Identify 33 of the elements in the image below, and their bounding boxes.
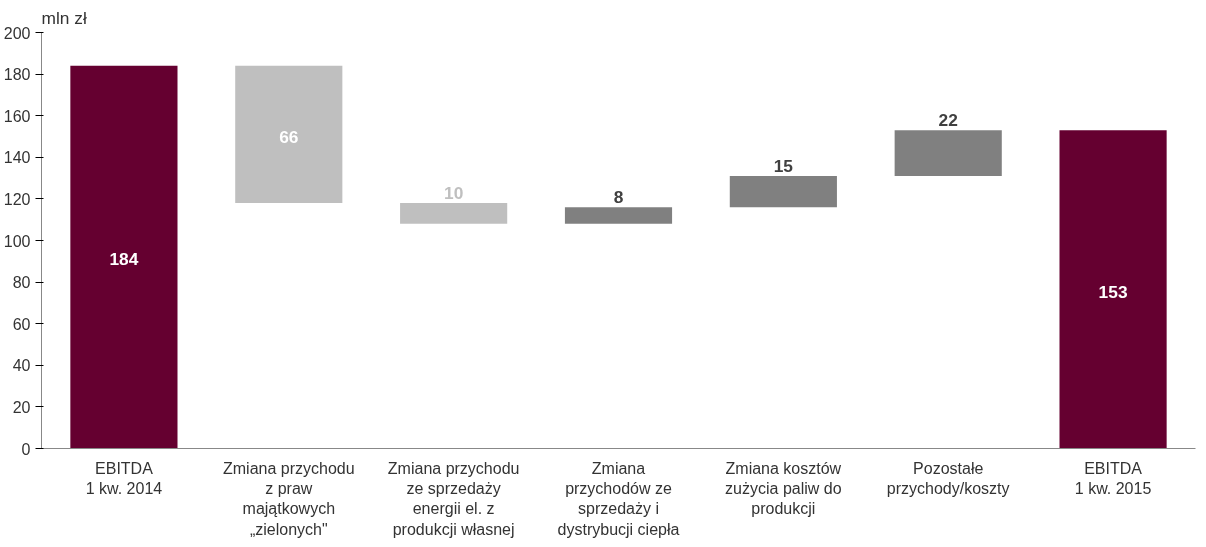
data-label: 66 — [279, 126, 299, 147]
y-tick-label: 80 — [12, 274, 31, 292]
x-tick-label: Zmiana przychodu ze sprzedaży energii el. z produkcji własnej — [387, 459, 520, 538]
x-tick-label: Zmiana przychodów ze sprzedaży i dystrybucji ciepła — [557, 459, 680, 538]
y-tick-label: 160 — [3, 107, 31, 125]
y-tick-label: 40 — [12, 357, 31, 375]
data-label: 184 — [109, 249, 139, 270]
bar — [1059, 130, 1167, 449]
y-tick-label: 20 — [12, 398, 31, 416]
y-tick-label: 60 — [12, 315, 31, 333]
data-label: 153 — [1098, 281, 1128, 302]
bar — [894, 130, 1002, 177]
bar — [70, 65, 178, 449]
x-tick-label: EBITDA 1 kw. 2015 — [1074, 459, 1152, 497]
y-axis-title: mln zł — [41, 7, 87, 28]
y-tick-label: 100 — [3, 232, 31, 250]
y-tick-label: 200 — [3, 24, 31, 42]
bar — [400, 203, 508, 224]
data-label: 22 — [938, 110, 958, 131]
y-tick-label: 180 — [3, 66, 31, 84]
x-tick-label: EBITDA 1 kw. 2014 — [85, 459, 163, 497]
data-label: 10 — [444, 182, 464, 203]
data-label: 8 — [613, 187, 624, 208]
bar — [729, 176, 837, 208]
x-tick-label: Zmiana kosztów zużycia paliw do produkcji — [725, 459, 842, 518]
bar — [235, 65, 343, 204]
x-tick-label: Pozostałe przychody/koszty — [886, 459, 1010, 497]
x-tick-label: Zmiana przychodu z praw majątkowych „zielonych" — [222, 459, 355, 538]
bar — [564, 207, 673, 224]
y-tick-label: 0 — [21, 440, 31, 458]
data-label: 15 — [773, 155, 794, 176]
y-tick-label: 140 — [3, 149, 31, 167]
y-tick-label: 120 — [3, 190, 31, 208]
